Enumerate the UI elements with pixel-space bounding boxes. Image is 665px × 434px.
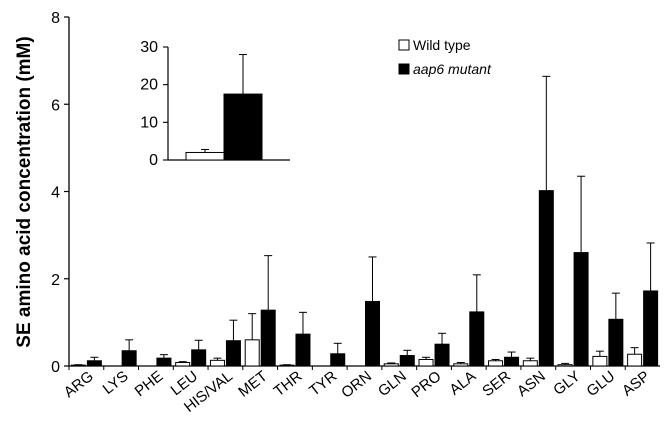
error-bar-wild-type-asp (631, 348, 639, 355)
error-bar-aap6-mutant-leu (195, 340, 203, 350)
bar-aap6-mutant-pro (435, 344, 449, 366)
bar-wild-type-gly (558, 365, 572, 366)
inset-y-tick-label: 0 (149, 152, 158, 169)
y-axis-label: SE amino acid concentration (mM) (14, 36, 35, 347)
bar-wild-type-ala (454, 364, 468, 366)
bar-aap6-mutant-phe (157, 358, 171, 366)
bar-wild-type-gln (384, 364, 398, 366)
bar-aap6-mutant-gln (400, 356, 414, 366)
bar-aap6-mutant-tyr (331, 354, 345, 366)
category-label-asp: ASP (619, 368, 653, 400)
bar-wild-type-ser (489, 361, 503, 366)
category-label-gln: GLN (375, 368, 410, 400)
category-label-glu: GLU (584, 368, 619, 400)
error-bar-aap6-mutant-his-val (229, 320, 237, 341)
legend-swatch-aap6-mutant (399, 64, 409, 74)
inset-error-bar-aap6-mutant (239, 55, 247, 95)
category-label-phe: PHE (132, 368, 167, 400)
inset-y-ticks: 0 10 20 30 (140, 39, 168, 169)
inset-bars (186, 55, 262, 160)
bar-wild-type-his-val (210, 360, 224, 366)
bar-wild-type-glu (593, 356, 607, 366)
y-tick-label: 0 (51, 359, 60, 376)
bar-wild-type-met (245, 340, 259, 366)
bar-wild-type-thr (280, 365, 294, 366)
error-bar-aap6-mutant-met (264, 256, 272, 311)
inset-y-tick-label: 10 (140, 114, 158, 131)
category-label-ala: ALA (446, 368, 479, 399)
error-bar-wild-type-glu (596, 351, 604, 356)
category-label-thr: THR (271, 368, 306, 400)
main-bars (71, 76, 657, 366)
category-label-tyr: TYR (306, 368, 340, 400)
category-label-gly: GLY (550, 368, 583, 399)
legend-swatch-wild-type (399, 40, 409, 50)
legend: Wild type aap6 mutant (399, 37, 492, 77)
bar-aap6-mutant-gly (574, 253, 588, 366)
bar-aap6-mutant-met (261, 310, 275, 366)
error-bar-aap6-mutant-ala (473, 275, 481, 312)
bar-aap6-mutant-his-val (226, 341, 240, 366)
category-label-met: MET (235, 368, 270, 401)
inset-bar-aap6-mutant (224, 94, 262, 160)
bar-aap6-mutant-asp (644, 291, 658, 366)
error-bar-aap6-mutant-asp (647, 243, 655, 291)
category-label-lys: LYS (100, 368, 132, 398)
error-bar-aap6-mutant-ser (508, 352, 516, 357)
inset-bar-wild-type (186, 152, 224, 160)
error-bar-aap6-mutant-lys (125, 340, 133, 351)
category-label-pro: PRO (408, 368, 444, 401)
y-tick-label: 2 (51, 272, 60, 289)
error-bar-aap6-mutant-gln (403, 350, 411, 355)
inset-y-tick-label: 20 (140, 77, 158, 94)
error-bar-aap6-mutant-pro (438, 333, 446, 344)
bar-aap6-mutant-lys (122, 351, 136, 366)
error-bar-wild-type-met (248, 314, 256, 340)
bar-aap6-mutant-ala (470, 312, 484, 366)
error-bar-aap6-mutant-thr (299, 312, 307, 334)
inset-chart: 0 10 20 30 (140, 39, 290, 169)
bar-aap6-mutant-arg (87, 361, 101, 366)
bar-wild-type-arg (71, 365, 85, 366)
error-bar-aap6-mutant-tyr (334, 343, 342, 353)
bar-aap6-mutant-leu (192, 350, 206, 366)
bar-aap6-mutant-ser (505, 357, 519, 366)
category-label-asn: ASN (514, 368, 549, 400)
legend-label-wild-type: Wild type (413, 37, 471, 53)
y-tick-label: 6 (51, 97, 60, 114)
error-bar-aap6-mutant-phe (160, 355, 168, 358)
bar-aap6-mutant-glu (609, 319, 623, 366)
legend-label-aap6-mutant: aap6 mutant (413, 61, 492, 77)
y-tick-label: 4 (51, 185, 60, 202)
category-label-arg: ARG (61, 368, 97, 401)
category-label-orn: ORN (338, 368, 375, 402)
error-bar-aap6-mutant-arg (90, 357, 98, 360)
inset-y-tick-label: 30 (140, 39, 158, 56)
bar-wild-type-asp (628, 354, 642, 366)
error-bar-aap6-mutant-gly (577, 176, 585, 252)
y-tick-label: 8 (51, 10, 60, 27)
error-bar-aap6-mutant-asn (542, 76, 550, 190)
bar-wild-type-leu (176, 363, 190, 366)
bar-wild-type-asn (523, 361, 537, 366)
main-y-ticks: 0 2 4 6 8 (51, 10, 69, 376)
category-label-ser: SER (479, 368, 514, 400)
error-bar-aap6-mutant-orn (369, 257, 377, 301)
bar-aap6-mutant-thr (296, 334, 310, 366)
error-bar-aap6-mutant-glu (612, 293, 620, 319)
bar-aap6-mutant-asn (539, 191, 553, 366)
bar-wild-type-pro (419, 359, 433, 366)
bar-aap6-mutant-orn (366, 301, 380, 366)
